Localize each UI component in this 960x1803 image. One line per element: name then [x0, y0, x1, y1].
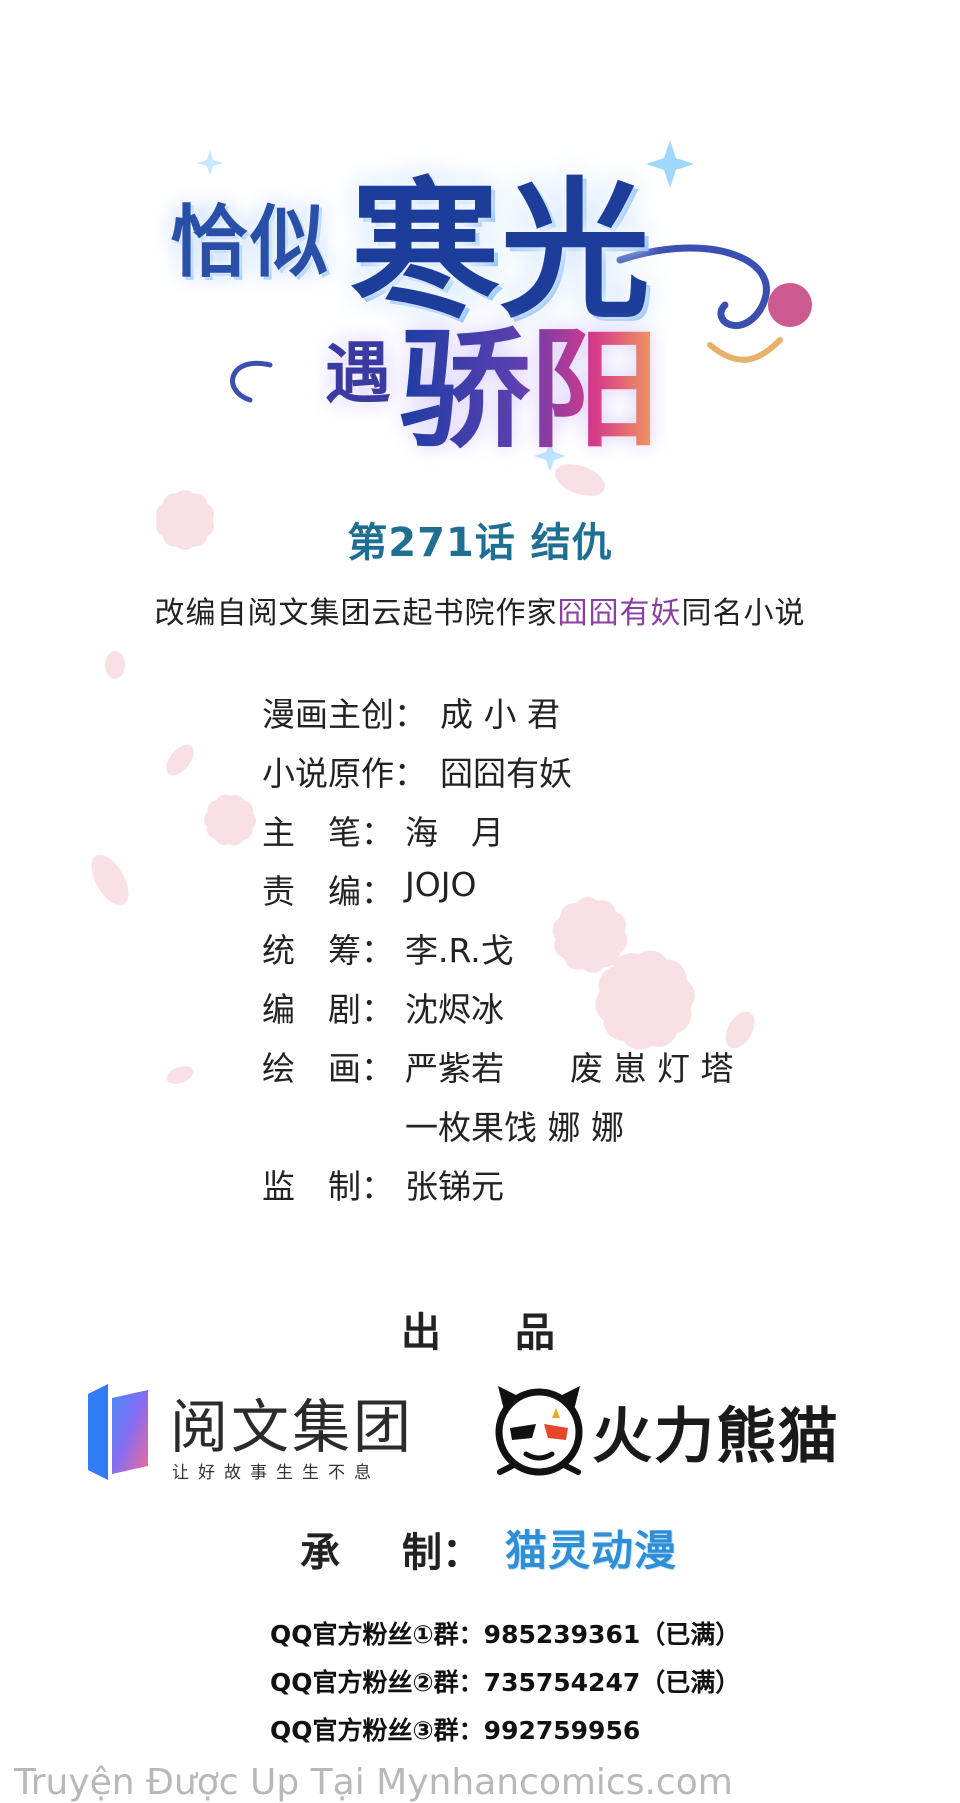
comic-title-logo: 恰似 寒光 遇 骄阳 [150, 110, 830, 470]
credit-label: 责 编： [262, 872, 394, 911]
credit-value: 海 月 [405, 813, 504, 852]
produced-by-heading: 出品 [0, 1300, 960, 1358]
credit-value: 一枚果饯 娜 娜 [405, 1108, 624, 1147]
qq-group-row: QQ官方粉丝②群：735754247（已满） [270, 1668, 741, 1697]
qq-group-row: QQ官方粉丝①群：985239361（已满） [270, 1620, 741, 1649]
credit-row: 监 制： 张锑元 [262, 1160, 902, 1219]
made-by-char-1: 承 [300, 1530, 340, 1576]
credit-row: 编 剧： 沈烬冰 [262, 983, 902, 1042]
credit-row: 漫画主创： 成 小 君 [262, 688, 902, 747]
credit-value: 张锑元 [405, 1167, 504, 1206]
logo-line2-a: 遇 [325, 334, 391, 412]
credit-label: 统 筹： [262, 931, 394, 970]
credit-row: 统 筹： 李.R.戈 [262, 924, 902, 983]
adaptation-note: 改编自阅文集团云起书院作家囧囧有妖同名小说 [0, 588, 960, 632]
huoli-name: 火力熊猫 [592, 1402, 840, 1472]
credit-label: 编 剧： [262, 990, 394, 1029]
adaptation-suffix: 同名小说 [681, 596, 806, 631]
credit-label: 监 制： [262, 1167, 394, 1206]
studio-logo: 猫灵动漫 [505, 1526, 678, 1575]
huoli-panda-brand: 火力熊猫 [492, 1380, 872, 1490]
logo-line1-b: 寒光 [350, 163, 651, 339]
credit-value: 沈烬冰 [405, 990, 504, 1029]
produced-by-char-1: 出 [401, 1310, 445, 1356]
credit-label: 主 笔： [262, 813, 394, 852]
credit-row: 小说原作： 囧囧有妖 [262, 747, 902, 806]
yuewen-brand: 阅文集团 让好故事生生不息 [78, 1380, 438, 1490]
site-watermark: Truyện Được Up Tại Mynhancomics.com [14, 1762, 733, 1803]
credit-label: 绘 画： [262, 1049, 394, 1088]
rose-icon [768, 283, 812, 327]
qq-group-row: QQ官方粉丝③群：992759956 [270, 1716, 641, 1745]
novel-author: 囧囧有妖 [557, 596, 682, 631]
credits-list: 漫画主创： 成 小 君 小说原作： 囧囧有妖 主 笔： 海 月 责 编： JOJ… [262, 688, 902, 1219]
credit-row: 主 笔： 海 月 [262, 806, 902, 865]
credit-row: 绘 画： 严紫若 废 崽 灯 塔 [262, 1042, 902, 1101]
yuewen-name: 阅文集团 [170, 1393, 415, 1461]
logo-sparkles [197, 140, 812, 470]
qq-groups: QQ官方粉丝①群：985239361（已满） QQ官方粉丝②群：73575424… [270, 1615, 740, 1759]
produced-by-char-2: 品 [515, 1310, 559, 1356]
credit-row: 一枚果饯 娜 娜 [262, 1101, 902, 1160]
credit-value-secondary: 废 崽 灯 塔 [570, 1049, 734, 1088]
credit-value: 李.R.戈 [405, 931, 514, 970]
yuewen-slogan: 让好故事生生不息 [172, 1463, 380, 1483]
credit-value: 囧囧有妖 [440, 754, 572, 793]
credit-value: JOJO [405, 865, 477, 904]
logo-line1-a: 恰似 [170, 197, 331, 288]
credit-label: 小说原作： [262, 754, 427, 793]
panda-logo-icon [495, 1386, 583, 1476]
credit-value: 成 小 君 [440, 695, 560, 734]
made-by-char-2: 制： [402, 1530, 482, 1576]
made-by-label: 承 制： [300, 1520, 482, 1578]
credit-value: 严紫若 [405, 1049, 504, 1088]
credit-label: 漫画主创： [262, 695, 427, 734]
credit-row: 责 编： JOJO [262, 865, 902, 924]
chapter-title: 第271话 结仇 [347, 520, 613, 566]
adaptation-prefix: 改编自阅文集团云起书院作家 [154, 596, 558, 631]
yuewen-logo-icon [88, 1384, 148, 1480]
logo-line2-b: 骄阳 [400, 285, 660, 473]
